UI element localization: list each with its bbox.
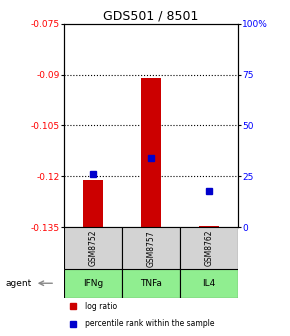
Text: TNFa: TNFa — [140, 279, 162, 288]
Text: IL4: IL4 — [202, 279, 215, 288]
Bar — [64, 227, 122, 269]
Bar — [83, 180, 103, 227]
Bar — [141, 78, 161, 227]
Text: GSM8757: GSM8757 — [146, 230, 155, 266]
Text: percentile rank within the sample: percentile rank within the sample — [85, 320, 214, 328]
Text: agent: agent — [6, 279, 32, 288]
Bar — [180, 227, 238, 269]
Text: log ratio: log ratio — [85, 302, 117, 311]
Text: GSM8752: GSM8752 — [88, 230, 97, 266]
Text: IFNg: IFNg — [83, 279, 103, 288]
Title: GDS501 / 8501: GDS501 / 8501 — [103, 9, 198, 23]
Text: GSM8762: GSM8762 — [204, 230, 213, 266]
Bar — [180, 269, 238, 298]
Bar — [199, 226, 219, 227]
Bar — [64, 269, 122, 298]
Bar — [122, 227, 180, 269]
Bar — [122, 269, 180, 298]
